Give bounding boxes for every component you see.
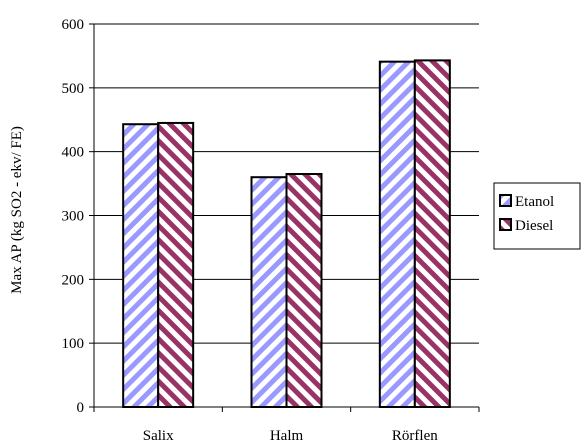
y-tick-label-200: 200 [62, 272, 85, 288]
y-tick-label-100: 100 [62, 336, 85, 352]
legend-box [493, 182, 581, 250]
bar-diesel-halm [285, 173, 323, 408]
legend-label-etanol: Etanol [515, 194, 554, 210]
bar-diesel-salix [157, 121, 195, 408]
bar-diesel-rörflen [413, 59, 451, 408]
bar-etanol-halm [250, 176, 288, 408]
axes [89, 23, 480, 412]
legend: Etanol Diesel [493, 182, 581, 250]
x-category-label-2: Rörflen [392, 428, 438, 444]
legend-swatch-etanol [499, 194, 512, 207]
legend-swatch-diesel [499, 218, 512, 231]
y-tick-label-0: 0 [77, 400, 85, 416]
bar-etanol-salix [122, 123, 160, 409]
bars [122, 59, 451, 409]
x-category-labels: Salix Halm Rörflen [143, 428, 438, 444]
y-tick-label-600: 600 [62, 17, 85, 33]
y-axis-title: Max AP (kg SO2 - ekv/ FE) [9, 126, 25, 294]
y-tick-label-500: 500 [62, 81, 85, 97]
y-tick-label-300: 300 [62, 209, 85, 225]
y-tick-label-400: 400 [62, 145, 85, 161]
x-category-label-0: Salix [143, 428, 174, 444]
bar-etanol-rörflen [378, 60, 416, 409]
x-category-label-1: Halm [270, 428, 304, 444]
legend-label-diesel: Diesel [515, 218, 553, 234]
y-tick-labels: 0 100 200 300 400 500 600 [62, 17, 85, 416]
